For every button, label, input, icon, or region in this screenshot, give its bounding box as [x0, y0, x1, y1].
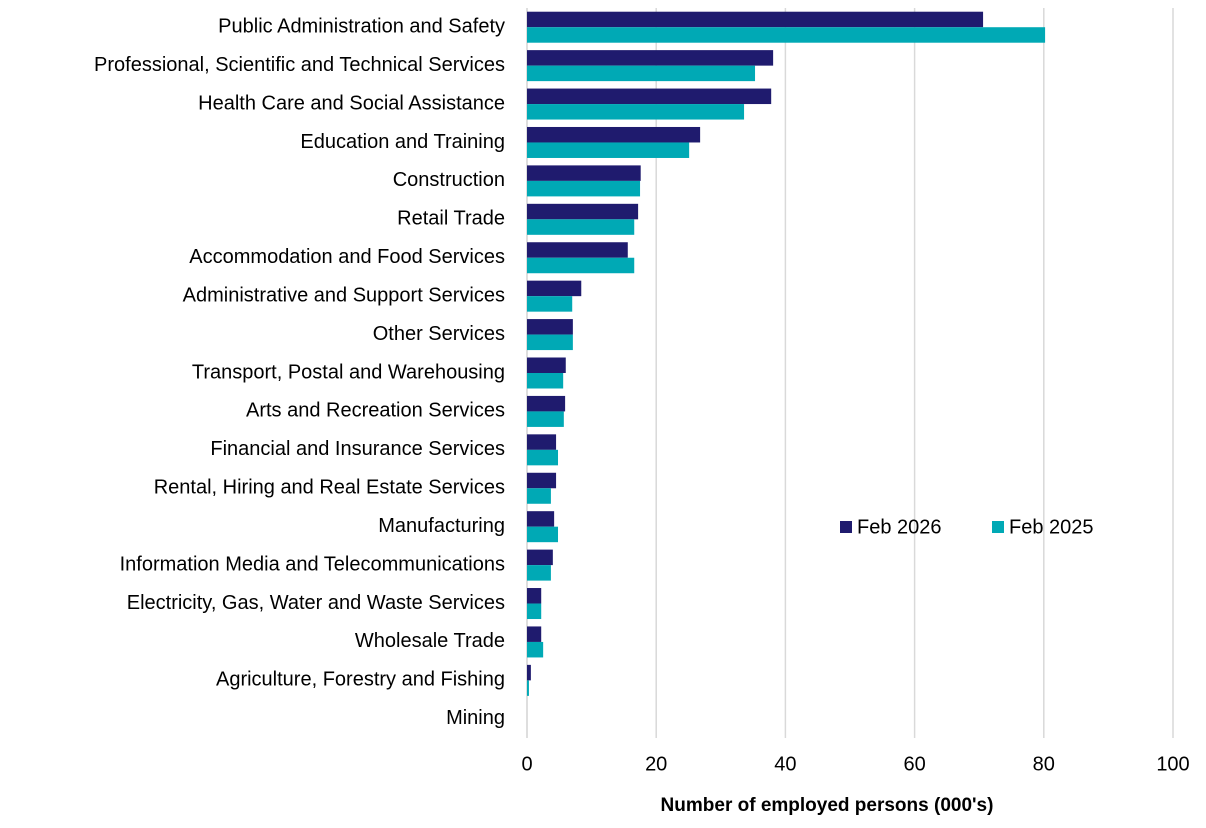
bar: [527, 50, 774, 66]
bar: [527, 280, 582, 297]
x-tick-label: 0: [521, 753, 532, 775]
x-axis-title: Number of employed persons (000's): [661, 795, 994, 816]
y-tick-label: Education and Training: [300, 131, 505, 153]
x-tick-label: 100: [1156, 753, 1189, 775]
y-tick-label: Construction: [393, 169, 505, 191]
bar: [527, 11, 984, 28]
bar: [527, 511, 555, 527]
y-tick-label: Accommodation and Food Services: [189, 246, 505, 268]
bar: [527, 165, 641, 181]
bar: [527, 257, 635, 274]
y-tick-label: Mining: [446, 707, 505, 729]
bar: [527, 664, 531, 681]
bar: [527, 296, 573, 312]
x-tick-label: 20: [645, 753, 667, 775]
bar: [527, 88, 772, 105]
bar: [527, 219, 635, 235]
y-tick-label: Arts and Recreation Services: [246, 400, 505, 422]
bar: [527, 472, 557, 489]
bar: [527, 334, 573, 351]
y-tick-label: Public Administration and Safety: [218, 15, 505, 37]
y-tick-label: Health Care and Social Assistance: [198, 92, 505, 114]
bar: [527, 373, 564, 389]
y-tick-label: Transport, Postal and Warehousing: [192, 361, 505, 383]
legend-swatch: [840, 521, 852, 533]
bar: [527, 27, 1046, 43]
bar: [527, 588, 542, 604]
y-tick-label: Electricity, Gas, Water and Waste Servic…: [127, 592, 505, 614]
bar: [527, 142, 690, 158]
bar: [527, 180, 641, 197]
bar: [527, 357, 566, 373]
x-tick-label: 80: [1033, 753, 1055, 775]
legend-swatch: [992, 521, 1004, 533]
bar: [527, 680, 529, 696]
y-tick-label: Wholesale Trade: [355, 630, 505, 652]
y-tick-label: Professional, Scientific and Technical S…: [94, 54, 505, 76]
bar: [527, 488, 551, 504]
bar: [527, 549, 553, 566]
y-tick-label: Agriculture, Forestry and Fishing: [216, 669, 505, 691]
bar: [527, 65, 756, 82]
y-tick-label: Financial and Insurance Services: [210, 438, 505, 460]
bar: [527, 242, 628, 258]
bar: [527, 411, 564, 427]
y-tick-label: Retail Trade: [397, 208, 505, 230]
legend-label: Feb 2026: [857, 516, 942, 538]
bar: [527, 319, 573, 335]
bar: [527, 126, 701, 143]
bar: [527, 203, 639, 220]
x-tick-label: 60: [903, 753, 925, 775]
bar: [527, 641, 544, 658]
bar: [527, 395, 566, 412]
y-tick-label: Information Media and Telecommunications: [120, 553, 505, 575]
bar: [527, 626, 542, 642]
y-tick-label: Manufacturing: [378, 515, 505, 537]
x-tick-label: 40: [774, 753, 796, 775]
y-tick-label: Administrative and Support Services: [183, 284, 505, 306]
bar: [527, 603, 542, 620]
bar: [527, 434, 557, 450]
y-tick-label: Other Services: [373, 323, 505, 345]
bar: [527, 449, 559, 466]
bar: [527, 104, 745, 120]
y-tick-label: Rental, Hiring and Real Estate Services: [154, 477, 505, 499]
bar: [527, 565, 551, 581]
legend-label: Feb 2025: [1009, 516, 1094, 538]
bar: [527, 526, 559, 543]
